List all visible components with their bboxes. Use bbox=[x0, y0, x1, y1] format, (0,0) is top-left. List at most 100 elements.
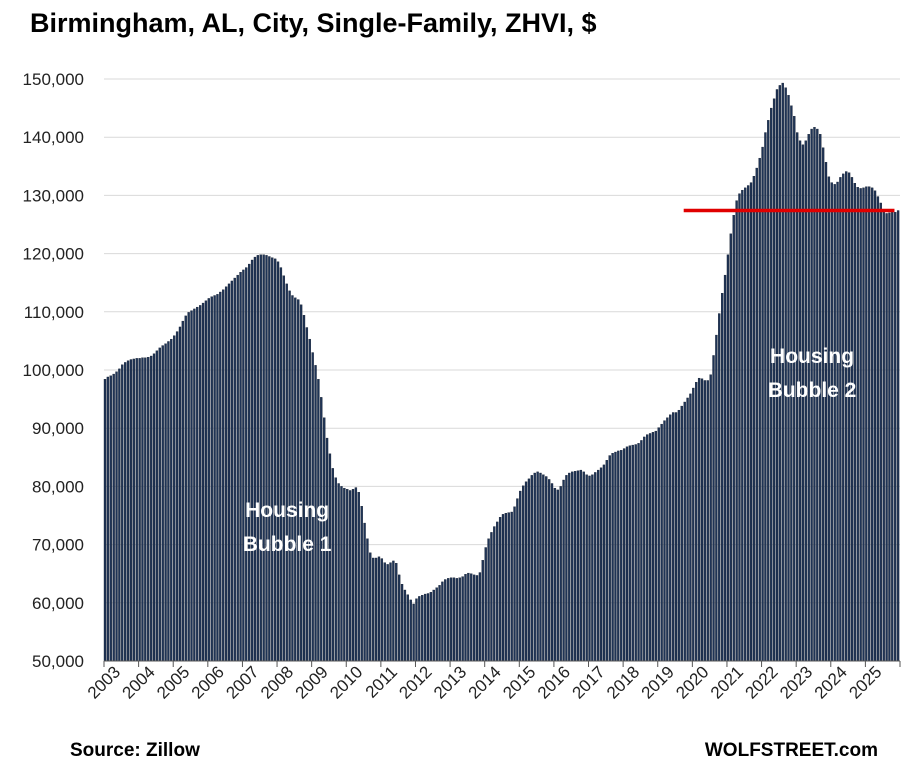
bar bbox=[801, 144, 805, 662]
bar bbox=[637, 443, 640, 662]
bar bbox=[721, 293, 724, 662]
bar bbox=[692, 387, 695, 662]
bar bbox=[842, 173, 845, 662]
bar bbox=[452, 577, 456, 662]
bar bbox=[464, 574, 467, 662]
bar bbox=[873, 190, 877, 662]
bar bbox=[198, 305, 202, 662]
bar bbox=[196, 306, 199, 662]
bar bbox=[109, 375, 112, 662]
bar bbox=[709, 374, 712, 662]
bar bbox=[432, 589, 435, 662]
bar bbox=[138, 358, 141, 662]
source-note: Source: Zillow bbox=[70, 740, 200, 761]
bar bbox=[366, 538, 369, 662]
bar bbox=[259, 254, 262, 662]
bar bbox=[493, 526, 496, 662]
bar bbox=[115, 371, 118, 662]
bar bbox=[363, 522, 366, 662]
bar bbox=[210, 296, 213, 662]
bar bbox=[888, 212, 891, 662]
bar bbox=[778, 85, 782, 662]
bar bbox=[836, 181, 839, 662]
bar bbox=[279, 267, 283, 662]
bar bbox=[594, 472, 597, 662]
bar bbox=[403, 589, 407, 662]
bar bbox=[821, 147, 825, 662]
bar bbox=[784, 87, 787, 662]
bar bbox=[233, 277, 236, 662]
bar bbox=[657, 427, 660, 662]
bar bbox=[666, 417, 669, 662]
bar bbox=[421, 595, 424, 662]
bar bbox=[216, 294, 219, 662]
bar bbox=[879, 202, 882, 662]
bar bbox=[475, 575, 479, 662]
bar bbox=[294, 297, 297, 662]
bar bbox=[620, 450, 623, 662]
bar bbox=[507, 512, 510, 662]
x-tick-label: 2009 bbox=[292, 662, 332, 702]
y-tick-label: 140,000 bbox=[23, 128, 84, 147]
bar bbox=[222, 289, 225, 662]
annotation-text: Housing bbox=[245, 499, 329, 522]
chart-title: Birmingham, AL, City, Single-Family, ZHV… bbox=[30, 8, 597, 38]
bar bbox=[386, 564, 389, 662]
x-tick-label: 2025 bbox=[845, 662, 885, 702]
bar bbox=[467, 572, 470, 662]
bar bbox=[265, 255, 268, 662]
bar bbox=[700, 378, 704, 662]
bar bbox=[648, 433, 652, 662]
bar bbox=[896, 210, 900, 662]
bar bbox=[412, 603, 415, 662]
bar bbox=[545, 476, 548, 662]
bar bbox=[732, 215, 735, 662]
bar bbox=[674, 412, 678, 662]
bar bbox=[501, 514, 505, 662]
bar bbox=[611, 453, 614, 662]
bar bbox=[761, 146, 764, 662]
bar bbox=[830, 182, 833, 662]
bar bbox=[513, 506, 516, 662]
bar bbox=[121, 364, 124, 662]
y-tick-label: 110,000 bbox=[24, 303, 84, 322]
bar bbox=[288, 290, 291, 662]
bar bbox=[824, 162, 828, 662]
x-tick-label: 2023 bbox=[776, 662, 816, 702]
bar bbox=[718, 313, 721, 662]
bar bbox=[481, 560, 484, 662]
bar bbox=[571, 471, 574, 662]
bar bbox=[458, 577, 461, 662]
bar bbox=[170, 338, 173, 662]
bar bbox=[850, 177, 854, 662]
bar bbox=[426, 593, 430, 662]
bar bbox=[331, 468, 334, 662]
bar bbox=[519, 490, 522, 662]
x-tick-label: 2003 bbox=[84, 662, 124, 702]
bar bbox=[126, 360, 130, 662]
bar bbox=[746, 185, 750, 662]
x-tick-label: 2008 bbox=[257, 662, 297, 702]
bar bbox=[894, 212, 897, 662]
bar bbox=[291, 295, 294, 662]
bar bbox=[870, 187, 874, 662]
y-tick-label: 70,000 bbox=[32, 536, 84, 555]
bar bbox=[643, 436, 646, 662]
x-axis: 2003200420052006200720082009201020112012… bbox=[84, 660, 901, 703]
bar bbox=[827, 176, 831, 662]
x-tick-label: 2007 bbox=[222, 662, 262, 702]
bar bbox=[239, 272, 242, 662]
bar bbox=[562, 479, 565, 662]
bar bbox=[522, 485, 525, 662]
bar bbox=[576, 470, 580, 662]
bar bbox=[328, 453, 332, 662]
bar bbox=[181, 320, 185, 662]
bar bbox=[250, 259, 254, 662]
bar bbox=[715, 334, 718, 662]
bar bbox=[141, 357, 144, 662]
y-tick-label: 150,000 bbox=[23, 70, 84, 89]
y-tick-label: 60,000 bbox=[32, 594, 84, 613]
bar bbox=[686, 397, 689, 662]
bar bbox=[132, 358, 135, 662]
bar bbox=[285, 283, 288, 662]
